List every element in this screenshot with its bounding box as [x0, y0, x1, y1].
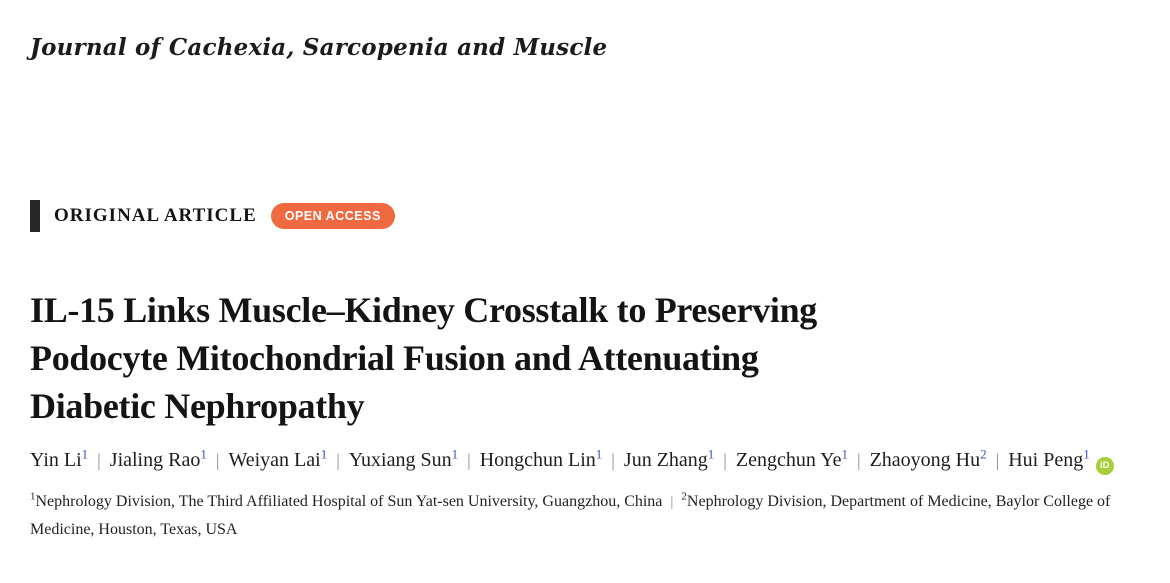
- author-affiliation-superscript: 1: [320, 446, 328, 462]
- author-separator: |: [215, 450, 220, 470]
- author-affiliation-superscript: 1: [707, 446, 715, 462]
- article-title-line: Diabetic Nephropathy: [30, 386, 365, 426]
- author-separator: |: [723, 450, 727, 470]
- article-title: IL-15 Links Muscle–Kidney Crosstalk to P…: [30, 286, 1140, 430]
- author-name: Yuxiang Sun1: [348, 446, 459, 471]
- article-type-bar: [30, 200, 40, 232]
- author-name: Hongchun Lin1: [479, 446, 603, 471]
- author-name: Zengchun Ye1: [735, 446, 848, 471]
- author-separator: |: [467, 450, 471, 470]
- author-separator: |: [97, 450, 101, 470]
- author-name: Hui Peng1iD: [1008, 446, 1114, 475]
- author-name: Jialing Rao1: [109, 446, 207, 471]
- author-name: Zhaoyong Hu2: [869, 446, 987, 471]
- article-title-line: IL-15 Links Muscle–Kidney Crosstalk to P…: [30, 290, 818, 330]
- author-name: Jun Zhang1: [623, 446, 715, 471]
- affiliation-superscript: 1: [30, 490, 36, 503]
- author-list: Yin Li1 | Jialing Rao1 | Weiyan Lai1 | Yuxiang…: [30, 444, 1140, 477]
- author-separator: |: [856, 450, 861, 470]
- author-name: Weiyan Lai1: [228, 446, 328, 471]
- author-name: Yin Li1: [30, 446, 89, 471]
- author-affiliation-superscript: 1: [595, 446, 603, 462]
- affiliations-line: 1Nephrology Division, The Third Affiliat…: [30, 488, 1140, 543]
- author-affiliation-superscript: 1: [451, 446, 459, 462]
- article-title-line: Podocyte Mitochondrial Fusion and Attenu…: [30, 338, 759, 378]
- article-type-label: ORIGINAL ARTICLE: [54, 205, 257, 226]
- author-separator: |: [336, 450, 340, 470]
- orcid-icon[interactable]: iD: [1095, 456, 1114, 475]
- affiliation-text: Nephrology Division, The Third Affiliate…: [35, 493, 663, 510]
- author-separator: |: [611, 450, 615, 470]
- article-type-banner: ORIGINAL ARTICLE OPEN ACCESS: [30, 200, 1140, 232]
- author-affiliation-superscript: 1: [1083, 446, 1090, 462]
- journal-name: Journal of Cachexia, Sarcopenia and Musc…: [30, 34, 608, 61]
- author-affiliation-superscript: 1: [81, 446, 89, 462]
- author-affiliation-superscript: 1: [200, 446, 207, 462]
- author-affiliation-superscript: 1: [841, 446, 848, 462]
- affiliation-text: Nephrology Division, Department of Medic…: [30, 493, 1111, 538]
- affiliation-separator: |: [670, 494, 674, 510]
- affiliation-superscript: 2: [681, 490, 687, 503]
- author-affiliation-superscript: 2: [980, 446, 987, 462]
- open-access-badge[interactable]: OPEN ACCESS: [270, 203, 395, 229]
- author-separator: |: [995, 450, 1000, 470]
